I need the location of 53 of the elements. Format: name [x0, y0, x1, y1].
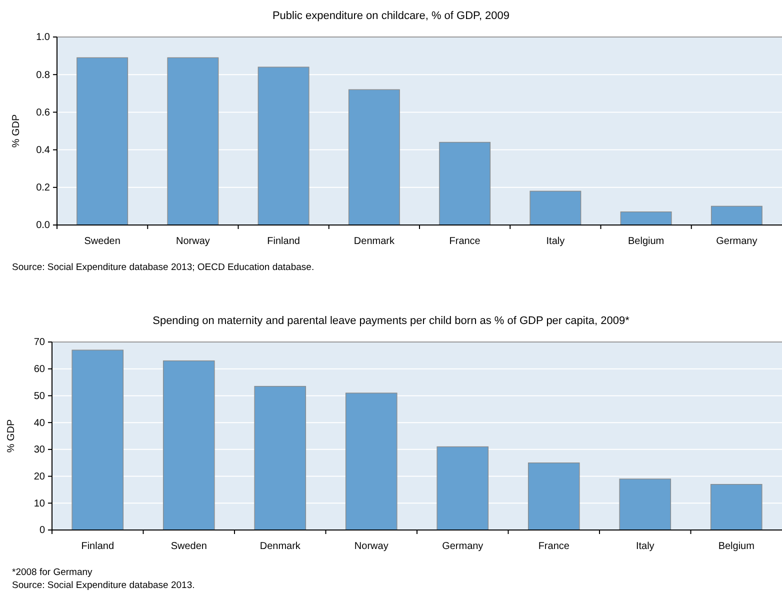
y-tick-label: 70 [34, 337, 46, 348]
x-tick-label: Norway [354, 541, 388, 552]
x-tick-label: Finland [267, 236, 300, 248]
x-tick-label: France [538, 541, 570, 552]
y-tick-label: 60 [34, 364, 46, 376]
bar [162, 360, 215, 530]
y-tick-label: 40 [34, 418, 46, 429]
x-tick-label: Finland [81, 541, 114, 552]
x-tick-label: Sweden [170, 541, 207, 552]
x-tick-label: France [449, 236, 481, 248]
x-tick-label: Sweden [84, 236, 120, 248]
text: *2008 for Germany [12, 567, 93, 578]
bar [530, 190, 582, 226]
bar [528, 462, 580, 530]
x-tick-label: Denmark [354, 236, 396, 248]
bar [620, 211, 672, 226]
y-tick-label: 0.0 [36, 220, 50, 232]
y-tick-label: 0 [39, 525, 46, 536]
x-tick-label: Italy [546, 236, 565, 248]
bar [345, 392, 398, 530]
x-tick-label: Germany [442, 541, 484, 552]
bar [72, 350, 124, 530]
x-tick-label: Denmark [260, 541, 302, 552]
y-tick-label: 0.2 [36, 182, 50, 194]
bar [619, 478, 672, 530]
y-tick-label: 1.0 [36, 32, 50, 44]
x-tick-label: Norway [176, 236, 210, 248]
x-tick-label: Belgium [718, 541, 754, 552]
bar [167, 57, 219, 226]
bar [348, 89, 400, 226]
x-tick-label: Italy [636, 541, 654, 552]
y-tick-label: 50 [34, 390, 46, 402]
bar [439, 142, 491, 226]
chart-title: Public expenditure on childcare, % of GDP, 2009 [272, 10, 510, 22]
bar [254, 386, 306, 530]
y-axis-title: % GDP [6, 419, 17, 453]
x-tick-label: Germany [716, 236, 758, 248]
y-tick-label: 0.6 [36, 107, 50, 118]
bar [710, 206, 762, 226]
y-tick-label: 0.4 [36, 145, 50, 156]
chart-title: Spending on maternity and parental leave payments per child born as % of GDP per capita, 2009* [152, 315, 630, 327]
bar [436, 446, 489, 530]
bar [76, 57, 128, 226]
y-axis-title: % GDP [11, 114, 22, 148]
x-tick-label: Belgium [628, 236, 664, 248]
bar [710, 484, 762, 530]
y-tick-label: 20 [34, 471, 46, 482]
y-tick-label: 0.8 [36, 70, 50, 81]
bar [258, 66, 310, 226]
source-note: Source: Social Expenditure database 2013; OECD Education database. [12, 262, 314, 273]
source-note: Source: Social Expenditure database 2013. [12, 580, 195, 591]
y-tick-label: 30 [34, 444, 46, 456]
y-tick-label: 10 [34, 498, 46, 510]
